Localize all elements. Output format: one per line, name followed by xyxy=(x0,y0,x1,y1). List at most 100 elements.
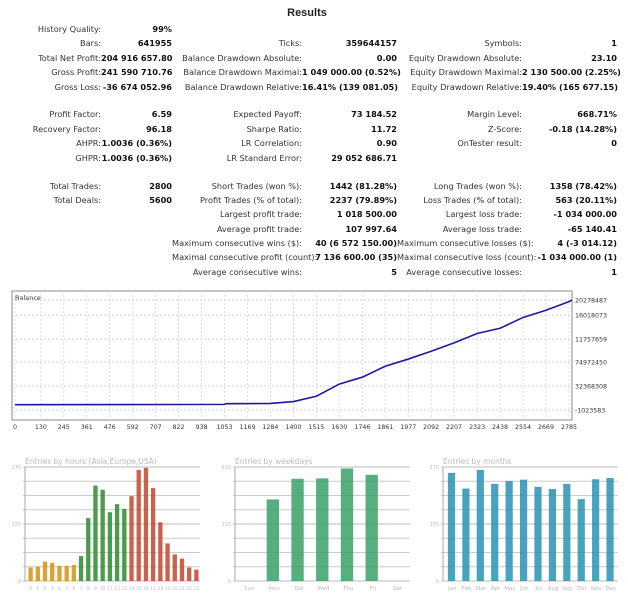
stat-label: Average consecutive wins: xyxy=(192,266,302,277)
stats-row: Gross Profit: 241 590 710.76 Balance Drawd… xyxy=(0,65,628,79)
x-tick-label: 2438 xyxy=(492,424,508,431)
x-tick-label: 5 xyxy=(65,586,68,592)
stats-row: Average consecutive wins: 5 Average consec… xyxy=(0,265,628,279)
stat-label xyxy=(0,222,101,236)
stat-value: 2237 (79.89%) xyxy=(329,194,397,205)
stat-label: Maximal consecutive profit (count): xyxy=(172,252,318,263)
y-tick-label: -1023583 xyxy=(575,408,605,415)
bar xyxy=(447,472,456,581)
x-tick-label: 8 xyxy=(87,586,90,592)
x-tick-label: 476 xyxy=(104,424,116,431)
stat-label: Long Trades (won %): xyxy=(433,180,522,191)
bar xyxy=(57,565,62,581)
x-tick-label: 1284 xyxy=(262,424,278,431)
stat-value: 19.40% (165 677.15) xyxy=(522,81,618,92)
stat-value xyxy=(302,22,397,36)
x-tick-label: 15 xyxy=(136,586,142,592)
bar xyxy=(93,485,98,581)
stat-label: Expected Payoff: xyxy=(233,109,302,120)
stat-label: Gross Profit: xyxy=(51,67,101,78)
bar xyxy=(114,504,120,581)
x-tick-label: Oct xyxy=(577,586,587,592)
stat-value: 1 xyxy=(611,38,617,49)
y-tick-label: 315 xyxy=(221,522,231,528)
bar xyxy=(476,469,484,581)
x-tick-label: Jan xyxy=(447,586,457,592)
bar xyxy=(136,469,141,581)
x-tick-label: Thu xyxy=(342,586,353,592)
stat-label: Equity Drawdown Relative: xyxy=(411,81,522,92)
bar xyxy=(187,567,192,581)
bar xyxy=(534,486,542,581)
chart-title: Entries by months xyxy=(443,457,511,466)
stat-value xyxy=(522,22,617,36)
x-tick-label: 10 xyxy=(100,586,106,592)
stat-label: Ticks: xyxy=(278,38,302,49)
stat-label xyxy=(0,250,101,264)
chart-title: Entries by weekdays xyxy=(235,457,313,466)
stat-label: Largest profit trade: xyxy=(219,209,302,220)
x-tick-label: 2323 xyxy=(469,424,485,431)
stat-label: Balance Drawdown Maximal: xyxy=(183,67,302,78)
y-tick-label: 135 xyxy=(429,522,439,528)
stat-value: 1.0036 (0.36%) xyxy=(101,152,172,163)
results-stats-table: History Quality: 99% Bars: 641955 Ticks: 3596… xyxy=(0,22,628,279)
stat-value: 2 130 500.00 (2.25%) xyxy=(522,67,621,78)
bar xyxy=(150,488,156,581)
y-tick-label: 16018073 xyxy=(575,313,607,320)
x-tick-label: 2092 xyxy=(423,424,439,431)
stat-value: -1 034 000.00 (1) xyxy=(537,252,617,263)
stat-value: 5 xyxy=(391,266,397,277)
x-tick-label: 2554 xyxy=(515,424,531,431)
stat-label: Short Trades (won %): xyxy=(211,180,302,191)
stat-value: 6.59 xyxy=(151,109,172,120)
bar xyxy=(50,562,55,581)
stat-label: AHPR: xyxy=(76,138,101,149)
x-tick-label: 20 xyxy=(172,586,178,592)
stats-row: Total Trades: 2800 Short Trades (won %): 14… xyxy=(0,179,628,193)
y-tick-label: 270 xyxy=(429,465,439,471)
x-tick-label: 0 xyxy=(13,424,17,431)
x-tick-label: Jul xyxy=(534,586,542,592)
x-tick-label: 11 xyxy=(107,586,113,592)
stat-label: Total Deals: xyxy=(53,194,101,205)
stat-label: Average profit trade: xyxy=(216,223,302,234)
y-tick-label: 0 xyxy=(18,579,21,585)
stats-row: Maximal consecutive profit (count): 7 136… xyxy=(0,250,628,264)
stats-row: Average profit trade: 107 997.64 Average l… xyxy=(0,222,628,236)
stats-row: Gross Loss: -36 674 052.96 Balance Drawdow… xyxy=(0,80,628,94)
x-tick-label: Sun xyxy=(244,586,255,592)
x-tick-label: 361 xyxy=(81,424,93,431)
stat-label: Loss Trades (% of total): xyxy=(423,194,522,205)
stat-value: 29 052 686.71 xyxy=(331,152,397,163)
stat-label xyxy=(397,22,522,36)
stat-value: 668.71% xyxy=(577,109,617,120)
x-tick-label: 245 xyxy=(58,424,70,431)
bar xyxy=(172,554,177,581)
stat-value: 0.00 xyxy=(376,52,397,63)
stat-value xyxy=(101,250,172,264)
stats-row: History Quality: 99% xyxy=(0,22,628,36)
stat-label xyxy=(0,236,101,250)
x-tick-label: Tue xyxy=(293,586,304,592)
stats-row: Total Deals: 5600 Profit Trades (% of tota… xyxy=(0,193,628,207)
x-tick-label: 3 xyxy=(51,586,54,592)
y-tick-label: 20278487 xyxy=(575,298,607,305)
x-tick-label: 23 xyxy=(194,586,200,592)
x-tick-label: 9 xyxy=(94,586,97,592)
stat-value: 11.72 xyxy=(371,123,397,134)
stat-value: 204 916 657.80 xyxy=(101,52,173,63)
x-tick-label: 1861 xyxy=(377,424,393,431)
stats-spacer xyxy=(0,165,628,179)
stat-label: Gross Loss: xyxy=(54,81,101,92)
stats-row: Recovery Factor: 96.18 Sharpe Ratio: 11.72 Z… xyxy=(0,122,628,136)
bar xyxy=(64,565,69,581)
stat-value: 359644157 xyxy=(345,38,397,49)
stat-value xyxy=(522,151,617,165)
stat-value: 7 136 600.00 (35) xyxy=(315,252,397,263)
stat-value xyxy=(101,236,172,250)
bar xyxy=(491,483,499,581)
stat-label: Maximal consecutive loss (count): xyxy=(397,252,537,263)
x-tick-label: 1053 xyxy=(216,424,232,431)
x-tick-label: 1400 xyxy=(285,424,301,431)
